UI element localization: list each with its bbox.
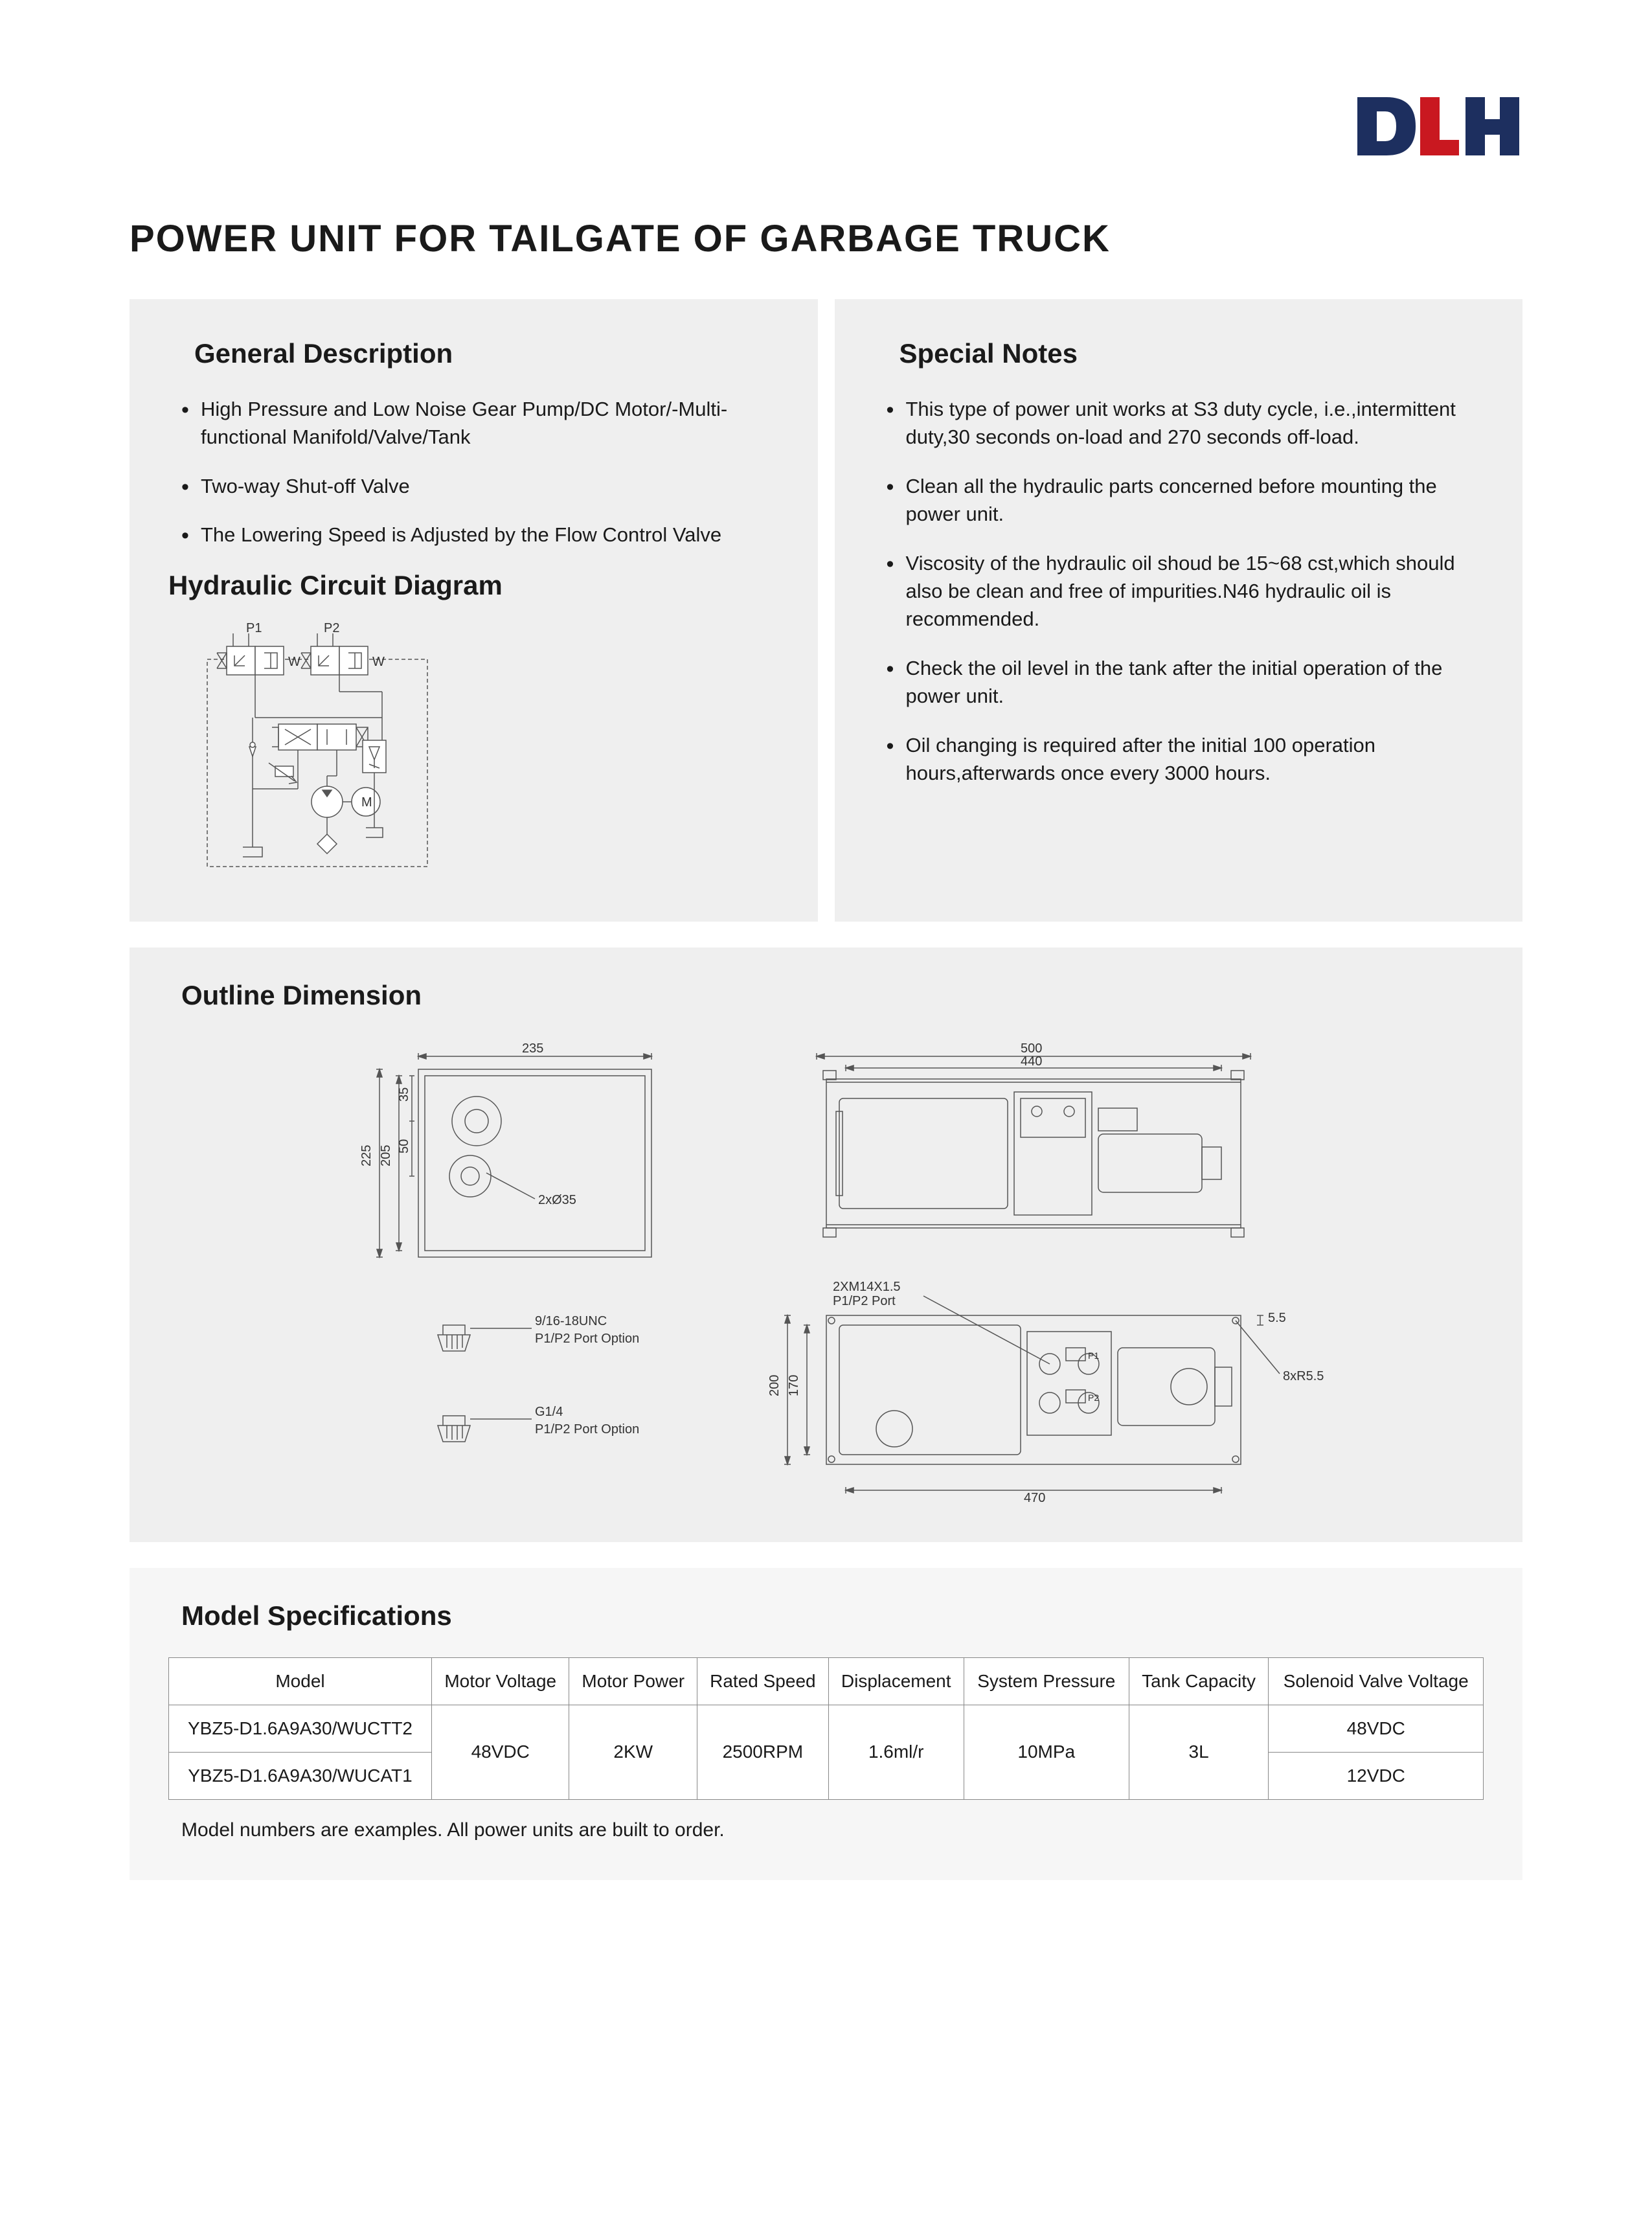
cell-power: 2KW bbox=[569, 1705, 697, 1799]
col-speed: Rated Speed bbox=[697, 1657, 829, 1705]
col-displacement: Displacement bbox=[828, 1657, 964, 1705]
specs-title: Model Specifications bbox=[181, 1600, 1484, 1631]
col-power: Motor Power bbox=[569, 1657, 697, 1705]
general-title: General Description bbox=[181, 338, 779, 369]
svg-text:500: 500 bbox=[1021, 1041, 1042, 1056]
svg-text:2xØ35: 2xØ35 bbox=[538, 1193, 576, 1207]
cell-speed: 2500RPM bbox=[697, 1705, 829, 1799]
svg-text:440: 440 bbox=[1021, 1054, 1042, 1069]
svg-text:205: 205 bbox=[379, 1144, 393, 1166]
svg-text:2XM14X1.5: 2XM14X1.5 bbox=[833, 1280, 901, 1294]
notes-title: Special Notes bbox=[887, 338, 1484, 369]
specs-table: Model Motor Voltage Motor Power Rated Sp… bbox=[168, 1657, 1484, 1800]
col-voltage: Motor Voltage bbox=[432, 1657, 569, 1705]
notes-item: Oil changing is required after the initi… bbox=[887, 731, 1484, 788]
notes-list: This type of power unit works at S3 duty… bbox=[887, 395, 1484, 787]
table-header-row: Model Motor Voltage Motor Power Rated Sp… bbox=[169, 1657, 1484, 1705]
svg-text:P1/P2 Port: P1/P2 Port bbox=[833, 1294, 896, 1308]
svg-text:35: 35 bbox=[397, 1087, 411, 1101]
notes-item: Clean all the hydraulic parts concerned … bbox=[887, 472, 1484, 528]
cell-model: YBZ5-D1.6A9A30/WUCTT2 bbox=[169, 1705, 432, 1752]
cell-displacement: 1.6ml/r bbox=[828, 1705, 964, 1799]
general-item: Two-way Shut-off Valve bbox=[181, 472, 779, 500]
col-pressure: System Pressure bbox=[964, 1657, 1129, 1705]
special-notes-panel: Special Notes This type of power unit wo… bbox=[835, 299, 1523, 922]
svg-text:G1/4: G1/4 bbox=[535, 1405, 563, 1419]
outline-left-svg: 235 225 205 35 50 2xØ35 9/16-18UNC P1/P2… bbox=[341, 1037, 703, 1503]
svg-text:P1: P1 bbox=[246, 621, 262, 635]
logo bbox=[130, 91, 1522, 165]
table-row: YBZ5-D1.6A9A30/WUCTT2 48VDC 2KW 2500RPM … bbox=[169, 1705, 1484, 1752]
svg-text:170: 170 bbox=[787, 1374, 801, 1396]
svg-text:470: 470 bbox=[1024, 1491, 1045, 1503]
cell-pressure: 10MPa bbox=[964, 1705, 1129, 1799]
cell-solenoid: 12VDC bbox=[1269, 1752, 1484, 1799]
svg-text:5.5: 5.5 bbox=[1268, 1311, 1286, 1325]
svg-text:P2: P2 bbox=[1088, 1392, 1099, 1403]
svg-text:50: 50 bbox=[397, 1139, 411, 1153]
svg-text:M: M bbox=[361, 795, 372, 810]
general-item: High Pressure and Low Noise Gear Pump/DC… bbox=[181, 395, 779, 451]
notes-item: Viscosity of the hydraulic oil shoud be … bbox=[887, 549, 1484, 633]
svg-text:P1/P2 Port Option: P1/P2 Port Option bbox=[535, 1332, 639, 1346]
circuit-svg: P1 P2 W W M bbox=[181, 620, 453, 880]
notes-item: Check the oil level in the tank after th… bbox=[887, 654, 1484, 710]
svg-text:9/16-18UNC: 9/16-18UNC bbox=[535, 1314, 607, 1328]
svg-text:P2: P2 bbox=[324, 621, 339, 635]
svg-text:P1/P2 Port Option: P1/P2 Port Option bbox=[535, 1422, 639, 1437]
cell-voltage: 48VDC bbox=[432, 1705, 569, 1799]
general-list: High Pressure and Low Noise Gear Pump/DC… bbox=[181, 395, 779, 549]
svg-text:P1: P1 bbox=[1088, 1350, 1099, 1361]
cell-solenoid: 48VDC bbox=[1269, 1705, 1484, 1752]
specs-footnote: Model numbers are examples. All power un… bbox=[181, 1819, 1484, 1841]
svg-text:225: 225 bbox=[359, 1144, 374, 1166]
svg-text:235: 235 bbox=[522, 1041, 543, 1056]
svg-text:W: W bbox=[288, 655, 300, 669]
outline-title: Outline Dimension bbox=[181, 980, 1484, 1011]
general-item: The Lowering Speed is Adjusted by the Fl… bbox=[181, 521, 779, 549]
cell-model: YBZ5-D1.6A9A30/WUCAT1 bbox=[169, 1752, 432, 1799]
page-title: POWER UNIT FOR TAILGATE OF GARBAGE TRUCK bbox=[130, 217, 1522, 260]
svg-text:200: 200 bbox=[767, 1374, 782, 1396]
outline-right-svg: 500 440 2XM14X1.5 P1/P2 Port 200 170 470… bbox=[742, 1037, 1325, 1503]
svg-text:8xR5.5: 8xR5.5 bbox=[1283, 1369, 1324, 1383]
col-solenoid: Solenoid Valve Voltage bbox=[1269, 1657, 1484, 1705]
general-description-panel: General Description High Pressure and Lo… bbox=[130, 299, 818, 922]
col-capacity: Tank Capacity bbox=[1129, 1657, 1269, 1705]
col-model: Model bbox=[169, 1657, 432, 1705]
hydraulic-circuit-diagram: P1 P2 W W M bbox=[181, 620, 779, 883]
cell-capacity: 3L bbox=[1129, 1705, 1269, 1799]
circuit-diagram-title: Hydraulic Circuit Diagram bbox=[168, 570, 779, 601]
model-specifications-panel: Model Specifications Model Motor Voltage… bbox=[130, 1568, 1522, 1880]
dlh-logo-icon bbox=[1354, 91, 1522, 162]
notes-item: This type of power unit works at S3 duty… bbox=[887, 395, 1484, 451]
outline-dimension-panel: Outline Dimension bbox=[130, 948, 1522, 1542]
svg-text:W: W bbox=[372, 655, 385, 669]
